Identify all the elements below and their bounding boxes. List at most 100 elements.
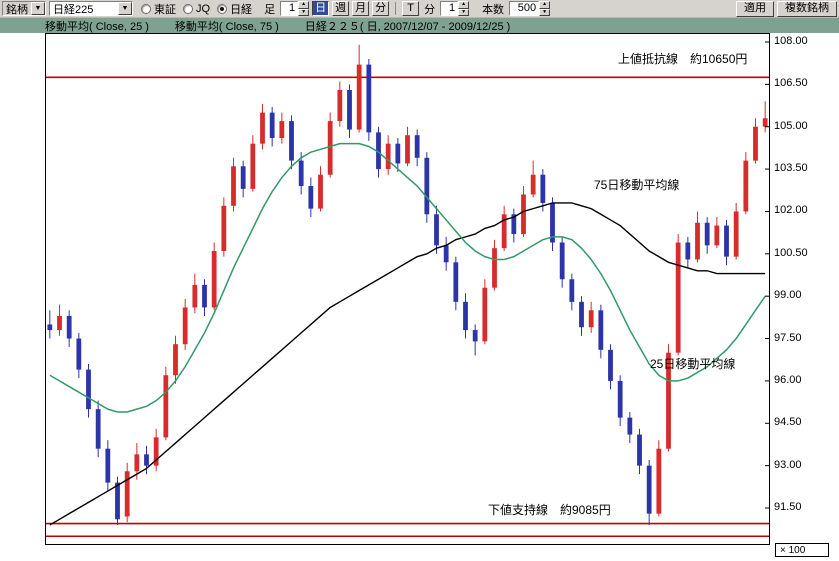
candle-body (482, 287, 488, 342)
candle-body (472, 330, 478, 342)
candle-body (540, 174, 546, 203)
candle-body (318, 174, 323, 209)
candle-body (762, 118, 768, 127)
symbol-category-dropdown[interactable]: 銘柄 ▼ (2, 1, 46, 16)
candle-body (163, 375, 169, 438)
radio-tosho[interactable]: 東証 (141, 1, 176, 17)
candle-body (327, 121, 333, 175)
stepper-arrows-icon[interactable]: ▲ ▼ (539, 1, 551, 16)
candle-body (608, 349, 613, 381)
candle-body (443, 245, 449, 263)
candle-body (347, 90, 352, 130)
candle-body (424, 157, 430, 215)
stepper-arrows-icon[interactable]: ▲ ▼ (298, 1, 310, 16)
ma75-annotation: 75日移動平均線 (594, 178, 680, 192)
radio-nikkei[interactable]: 日経 (217, 1, 252, 17)
candle-body (666, 352, 671, 449)
candle-body (66, 315, 72, 339)
bar-type-label: 足 (264, 3, 276, 16)
candle-body (376, 132, 381, 170)
chart-panel: 上値抵抗線 約10650円 75日移動平均線 25日移動平均線 下値支持線 約9… (0, 33, 839, 561)
candle-body (105, 448, 111, 483)
toolbar-divider (395, 2, 397, 15)
candle-body (637, 434, 642, 466)
price-multiplier-badge: × 100 (775, 543, 829, 557)
multi-symbol-button[interactable]: 複数銘柄 (777, 0, 837, 17)
y-axis-tick-label: 103.50 (774, 162, 808, 175)
bar-count-label: 本数 (482, 3, 505, 16)
candle-body (240, 166, 246, 189)
candle-body (95, 409, 101, 449)
candle-body (405, 135, 410, 164)
candle-body (588, 310, 594, 328)
series-header-label: 日経２２５( 日, 2007/12/07 - 2009/12/25 ) (304, 20, 511, 33)
radio-circle-icon (141, 3, 151, 14)
candle-body (192, 284, 198, 308)
chevron-down-icon[interactable]: ▼ (118, 2, 132, 15)
minute-stepper[interactable]: 1 ▲ ▼ (440, 1, 470, 16)
apply-button[interactable]: 適用 (736, 0, 774, 17)
multiplier-text: × 100 (780, 544, 806, 556)
candle-body (743, 160, 749, 212)
period-day-button[interactable]: 日 (312, 1, 330, 16)
y-axis-tick-label: 96.00 (774, 373, 802, 386)
radio-label: JQ (196, 2, 211, 15)
candle-body (182, 307, 188, 345)
candle-body (308, 186, 314, 209)
candle-body (298, 160, 304, 187)
chevron-down-icon[interactable]: ▼ (31, 2, 45, 15)
candle-body (279, 121, 285, 139)
candle-body (221, 205, 227, 251)
candle-body (598, 310, 604, 350)
candle-body (47, 324, 53, 331)
candle-body (57, 315, 62, 331)
candle-body (724, 225, 729, 257)
y-axis-labels: 108.00 106.50 105.00 103.50 102.00 100.50 99.0… (774, 33, 834, 561)
radio-circle-icon (217, 3, 228, 14)
ma25-annotation: 25日移動平均線 (650, 357, 736, 371)
period-week-button[interactable]: 週 (332, 1, 350, 16)
candle-body (414, 135, 420, 158)
candle-body (289, 121, 294, 161)
symbol-dropdown[interactable]: 日経225 ▼ (49, 1, 133, 16)
stepper-arrows-icon[interactable]: ▲ ▼ (458, 1, 470, 16)
candle-body (250, 143, 256, 189)
radio-circle-icon (183, 3, 193, 14)
candle-body (646, 465, 652, 514)
resistance-annotation: 上値抵抗線 約10650円 (618, 52, 748, 66)
candle-body (733, 211, 739, 257)
candle-body (550, 202, 555, 243)
period-minute-button[interactable]: 分 (372, 1, 390, 16)
bar-interval-stepper[interactable]: 1 ▲ ▼ (280, 1, 310, 16)
bar-count-stepper[interactable]: 500 ▲ ▼ (509, 1, 551, 16)
candle-body (656, 448, 662, 514)
candle-body (86, 369, 91, 410)
candle-body (714, 225, 720, 246)
bar-interval-value: 1 (280, 1, 299, 16)
candle-body (521, 194, 526, 235)
candle-body (231, 166, 236, 206)
candle-body (501, 214, 507, 249)
period-month-button[interactable]: 月 (352, 1, 370, 16)
candle-body (511, 214, 517, 235)
radio-jq[interactable]: JQ (183, 3, 210, 15)
candle-body (627, 417, 633, 435)
minute-value: 1 (440, 1, 459, 16)
tick-button[interactable]: T (402, 1, 420, 16)
candle-body (337, 90, 343, 122)
market-radio-group: 東証 JQ 日経 (141, 1, 259, 17)
candle-body (76, 338, 82, 370)
minute-label: 分 (424, 3, 436, 16)
candle-body (115, 482, 120, 520)
candle-body (753, 126, 758, 161)
candle-body (569, 279, 575, 302)
symbol-value: 日経225 (53, 3, 94, 16)
candlestick-chart (45, 33, 770, 545)
candle-body (260, 112, 265, 144)
plot-border (45, 33, 770, 545)
candle-body (134, 454, 140, 472)
support-annotation: 下値支持線 約9085円 (488, 503, 611, 517)
radio-label: 東証 (154, 3, 176, 16)
candle-body (173, 344, 178, 376)
candle-body (269, 112, 275, 139)
